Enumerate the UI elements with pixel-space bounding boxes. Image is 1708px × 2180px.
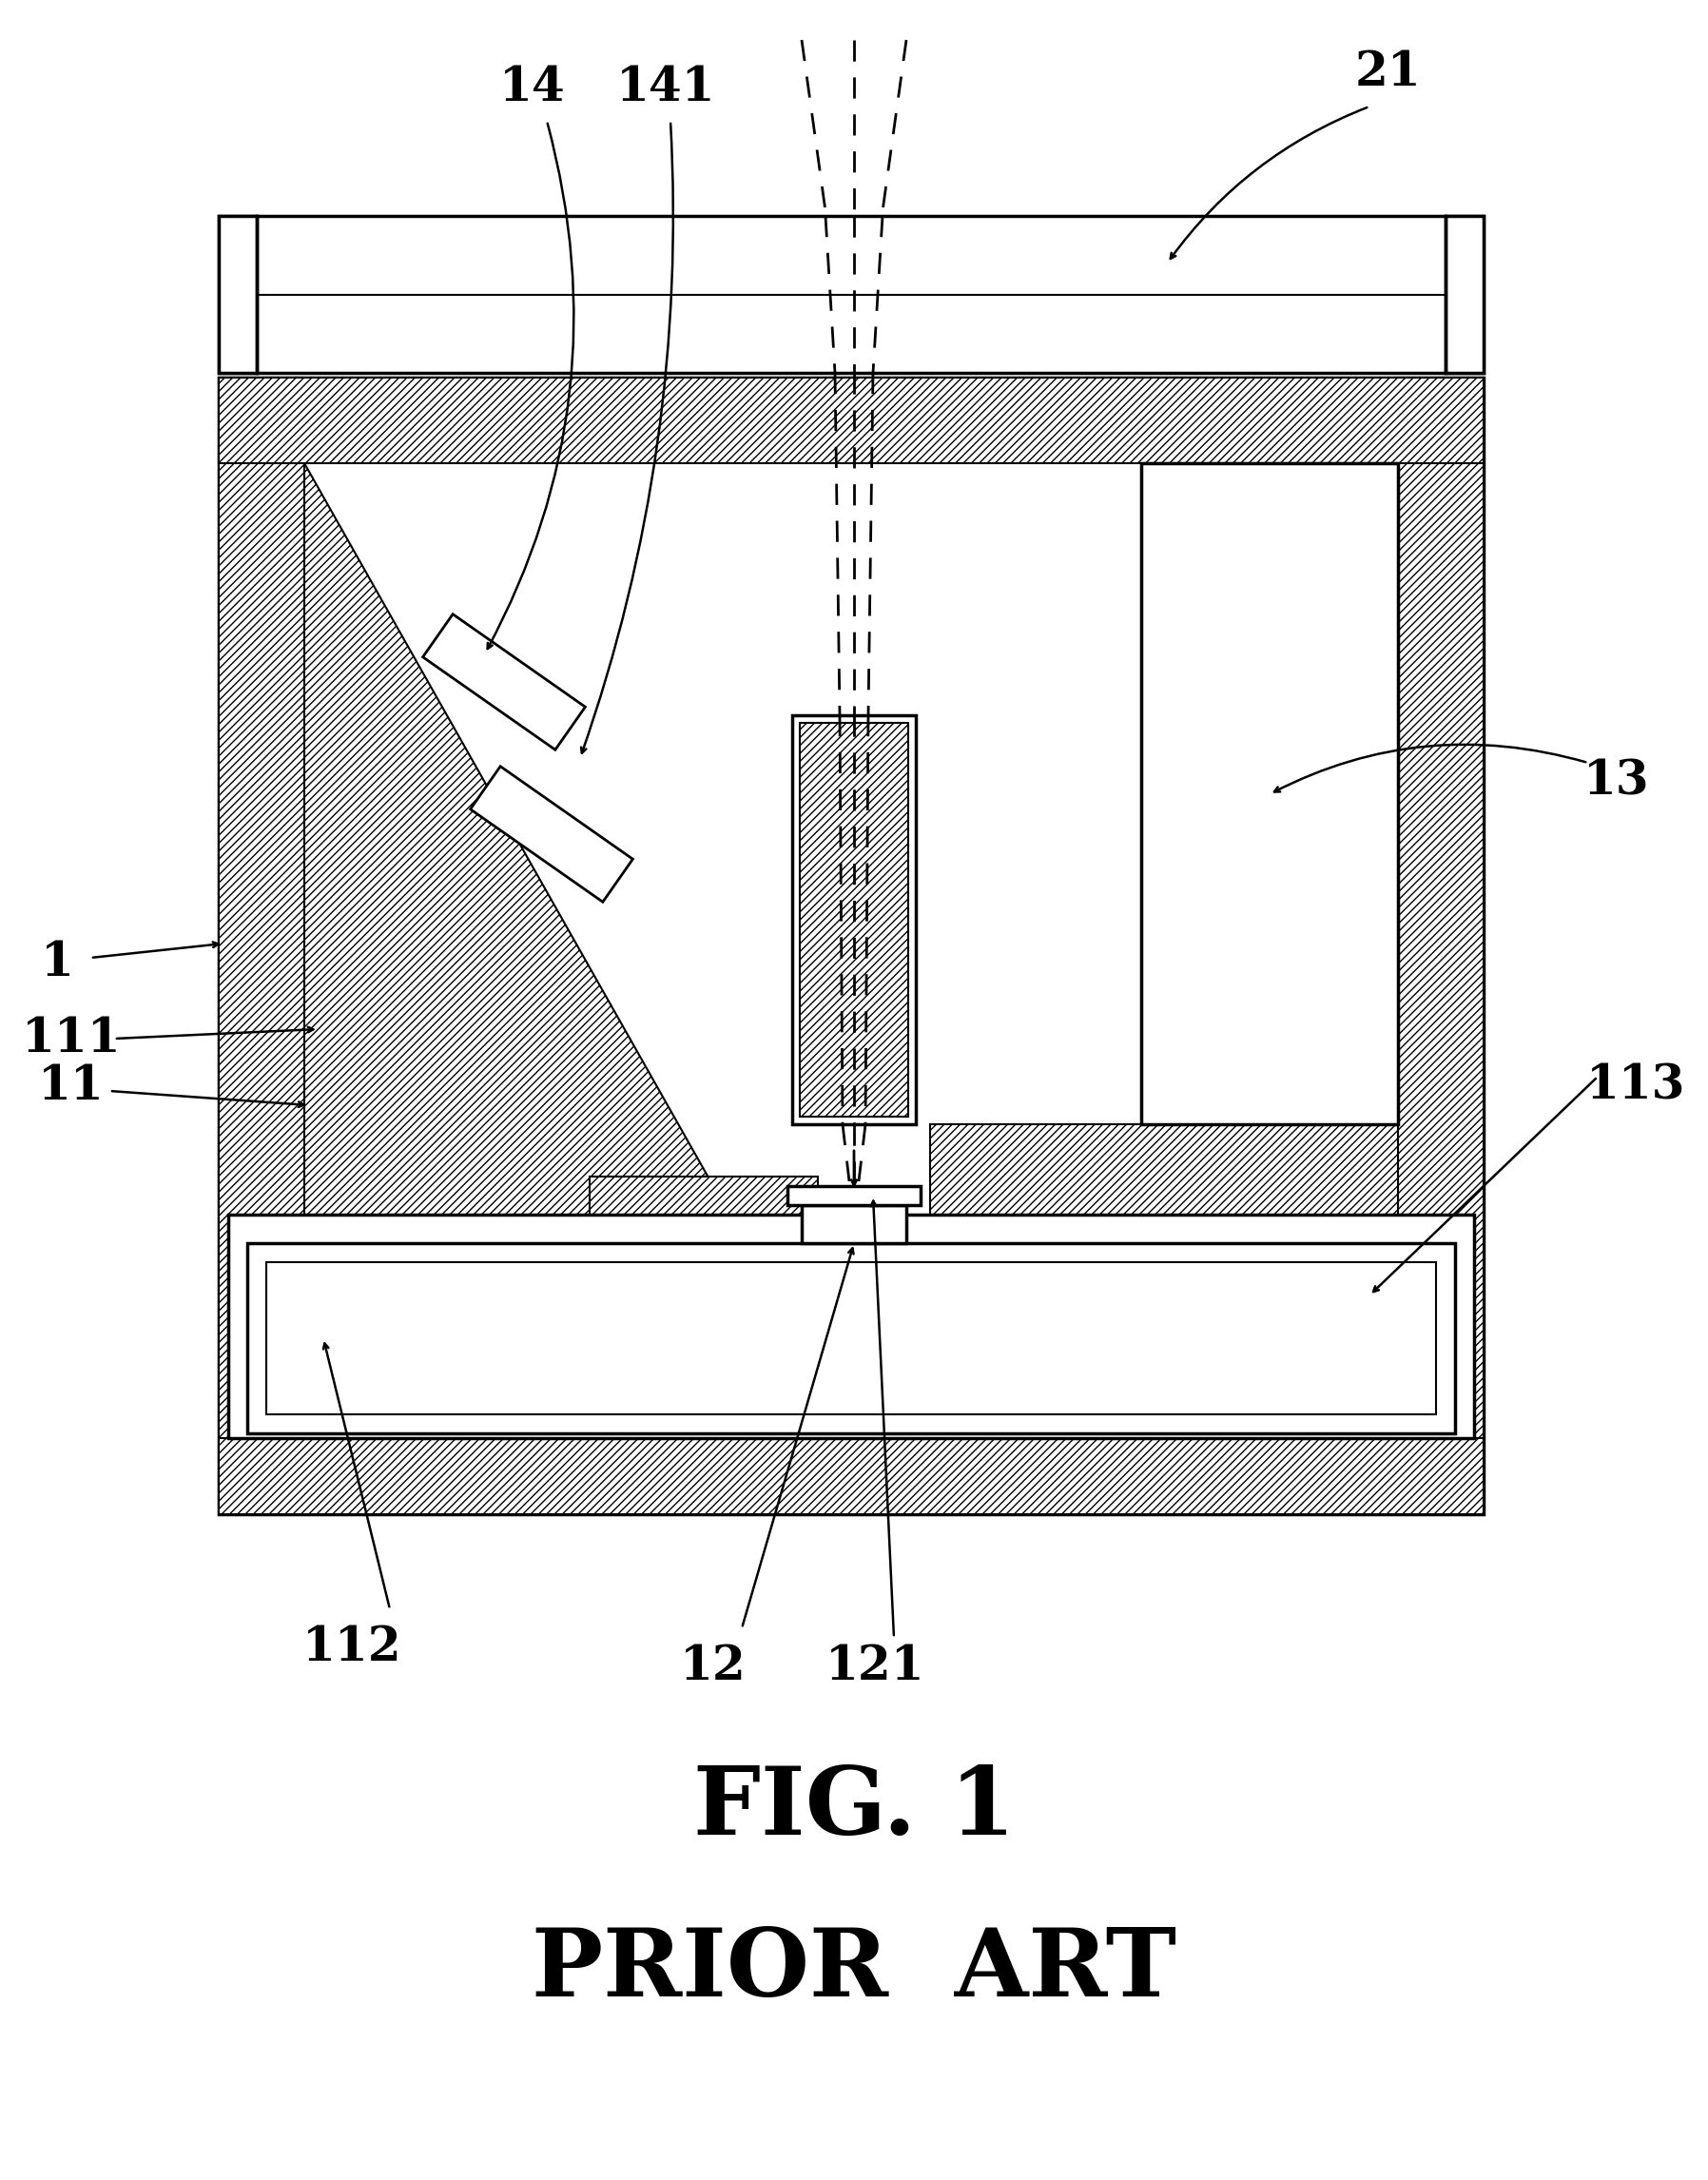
- Text: 141: 141: [617, 63, 716, 111]
- Text: 13: 13: [1583, 759, 1650, 804]
- Polygon shape: [1397, 377, 1484, 1515]
- Polygon shape: [219, 377, 304, 1515]
- Bar: [787, 1186, 921, 1206]
- Text: 112: 112: [302, 1624, 401, 1670]
- Text: 11: 11: [38, 1064, 104, 1110]
- Bar: [219, 216, 1484, 373]
- Bar: [1141, 462, 1397, 1125]
- Bar: [219, 377, 1484, 1515]
- Bar: [799, 724, 909, 1116]
- Text: 12: 12: [680, 1644, 746, 1690]
- Bar: [229, 1214, 1474, 1439]
- Polygon shape: [219, 1439, 1484, 1515]
- Text: 1: 1: [41, 940, 73, 985]
- Text: FIG. 1: FIG. 1: [693, 1764, 1015, 1855]
- Bar: [793, 715, 915, 1125]
- Bar: [424, 615, 586, 750]
- Bar: [801, 1206, 907, 1243]
- Bar: [266, 1262, 1436, 1415]
- Text: 113: 113: [1587, 1064, 1686, 1110]
- Bar: [219, 216, 256, 373]
- Polygon shape: [219, 377, 1484, 462]
- Bar: [1445, 216, 1484, 373]
- Text: 121: 121: [825, 1644, 924, 1690]
- Bar: [248, 1243, 1455, 1434]
- Bar: [470, 767, 632, 903]
- Text: 111: 111: [22, 1016, 121, 1062]
- Polygon shape: [1141, 462, 1397, 1125]
- Text: 21: 21: [1354, 50, 1421, 96]
- Polygon shape: [589, 1177, 818, 1439]
- Text: PRIOR  ART: PRIOR ART: [531, 1925, 1177, 2016]
- Text: 14: 14: [499, 63, 565, 111]
- Polygon shape: [304, 462, 856, 1439]
- Polygon shape: [931, 1125, 1397, 1439]
